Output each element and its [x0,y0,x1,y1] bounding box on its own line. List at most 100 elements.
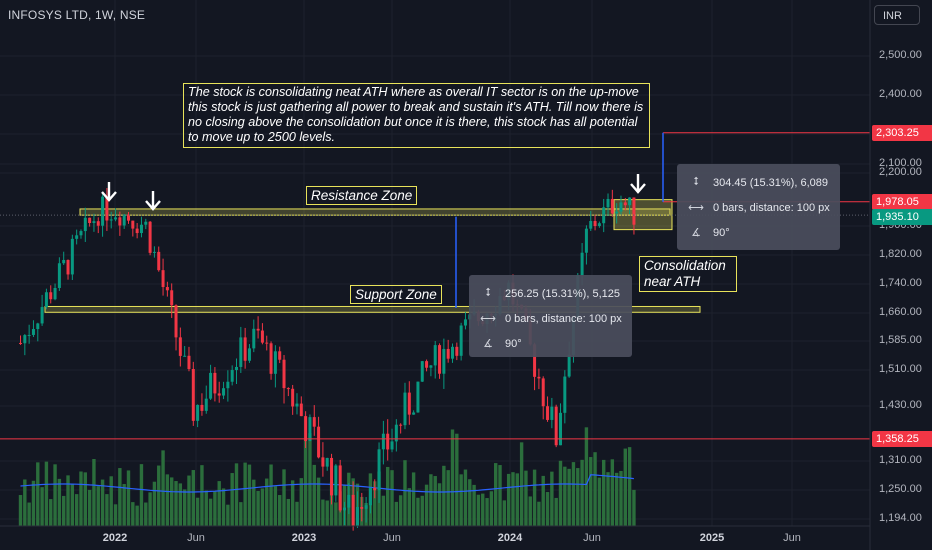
measure-distance: 0 bars, distance: 100 px [713,201,830,214]
candle-body [235,366,238,371]
candle-body [239,337,243,367]
analysis-note[interactable]: The stock is consolidating neat ATH wher… [183,83,650,148]
volume-bar [321,499,325,526]
volume-bar [83,472,87,526]
candle-body [101,196,105,226]
candle-body [92,221,96,224]
measure-box-upper[interactable]: ⭥ 304.45 (15.31%), 6,089 ⟷ 0 bars, distanc… [677,164,840,250]
candle-body [619,202,623,212]
price-tick-label: 1,310.00 [879,454,922,466]
candle-body [628,197,632,206]
volume-bar [118,468,122,526]
candle-body [386,433,390,450]
volume-bar [247,464,252,526]
candle-body [209,372,213,399]
volume-bar [278,495,282,526]
volume-bar [152,481,157,526]
candle-body [317,426,321,458]
candle-body [178,337,182,356]
volume-bar [593,452,597,526]
volume-bar [386,466,390,526]
candle-body [425,361,429,368]
candle-body [127,214,130,221]
volume-bar [308,433,312,526]
candle-body [57,263,61,288]
candle-body [606,198,610,208]
volume-bar [316,477,321,526]
symbol-title[interactable]: INFOSYS LTD, 1W, NSE [8,8,146,22]
price-tick-label: 2,400.00 [879,88,922,100]
volume-bar [584,427,589,526]
candle-body [291,388,295,407]
volume-bar [62,495,66,526]
volume-bar [200,465,204,526]
volume-bar [144,502,148,526]
candle-body [373,487,377,491]
candle-body [537,376,541,379]
candle-body [368,487,372,506]
volume-bar [252,479,256,526]
volume-bar [57,478,62,526]
candle-body [62,259,66,264]
candle-body [40,307,44,324]
support-zone-label[interactable]: Support Zone [350,285,442,304]
volume-bar [157,465,161,526]
candle-body [593,220,597,227]
price-tag: 2,303.25 [872,124,932,141]
candle-body [351,494,355,527]
volume-bar [394,501,399,526]
candle-body [226,381,230,389]
candle-body [49,292,53,300]
volume-bar [282,469,286,526]
volume-bar [545,492,550,526]
candle-body [295,403,299,407]
candle-body [394,424,398,442]
time-tick-label: 2025 [699,532,725,544]
volume-bar [403,460,407,526]
support-zone [44,305,701,313]
price-range-icon: ⭥ [485,287,491,299]
volume-bar [174,481,178,526]
candle-body [183,355,187,357]
candle-body [325,457,329,467]
candle-body [265,342,269,344]
volume-bar [424,484,429,526]
volume-bar [481,493,485,526]
candle-body [278,351,282,360]
candle-body [204,398,208,411]
currency-selector[interactable]: INR [874,5,920,25]
volume-bar [290,480,295,526]
candle-body [533,344,537,377]
candle-body [273,351,277,374]
volume-bar [243,462,247,526]
measure-box-lower[interactable]: ⭥ 256.25 (15.31%), 5,125 ⟷ 0 bars, distanc… [469,275,632,357]
candle-body [399,424,403,426]
candle-body [187,355,191,369]
price-tick-label: 1,820.00 [879,248,922,260]
volume-bar [96,486,100,526]
measure-lines [455,132,664,308]
candle-body [343,507,346,511]
volume-bar [273,486,278,526]
consolidation-label[interactable]: Consolidation near ATH [639,256,737,292]
candle-body [105,196,109,221]
volume-bar [502,500,507,526]
volume-bar [541,475,545,526]
volume-bar [239,502,243,526]
candle-body [381,433,385,450]
resistance-zone-label[interactable]: Resistance Zone [306,186,418,205]
candle-body [416,381,420,413]
volume-bar [234,463,239,526]
volume-bar [265,478,269,526]
candle-body [632,197,636,225]
volume-bar [571,462,576,526]
volume-bar [537,501,541,526]
candle-body [139,224,143,234]
price-range-icon: ⭥ [693,176,699,188]
candle-body [135,228,139,234]
candle-body [308,417,312,442]
measure-angle: 90° [713,226,730,239]
volume-bar [580,459,584,526]
price-tick-label: 2,500.00 [879,49,922,61]
